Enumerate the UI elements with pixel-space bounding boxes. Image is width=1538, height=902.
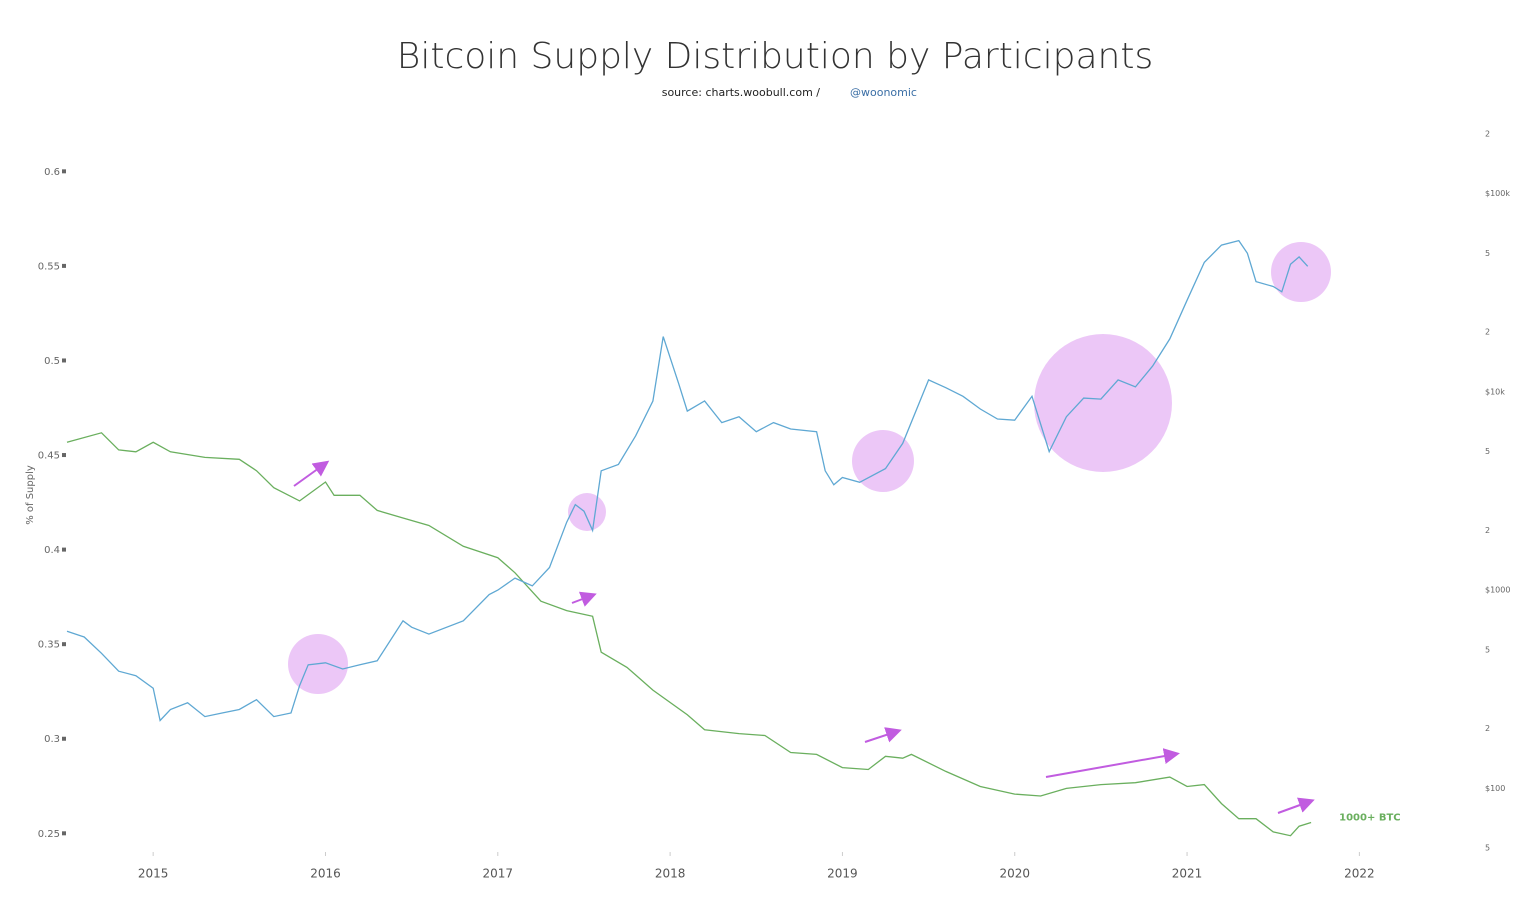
- y-tick: [62, 263, 66, 268]
- arrow: [1277, 797, 1315, 814]
- y-tick-label: 0.6: [44, 167, 60, 178]
- y2-tick-label: $100k: [1485, 189, 1510, 198]
- y-tick-label: 0.5: [44, 356, 60, 367]
- y2-tick-label: 5: [1485, 645, 1490, 654]
- subtitle-link[interactable]: @woonomic: [850, 86, 917, 99]
- arrows: [293, 460, 1315, 814]
- y-tick-label: 0.35: [38, 640, 60, 651]
- y2-tick-label: $10k: [1485, 387, 1505, 396]
- y2-tick-label: 2: [1485, 724, 1490, 733]
- y-tick-label: 0.4: [44, 545, 60, 556]
- y2-tick-label: 5: [1485, 844, 1490, 853]
- x-tick-label: 2020: [999, 867, 1030, 881]
- y2-tick-label: 5: [1485, 447, 1490, 456]
- highlights: [288, 242, 1331, 694]
- arrow: [864, 727, 902, 743]
- x-tick-label: 2019: [827, 867, 858, 881]
- x-tick-label: 2018: [655, 867, 686, 881]
- chart-title: Bitcoin Supply Distribution by Participa…: [397, 36, 1153, 77]
- highlight-circle: [1034, 334, 1172, 472]
- y-tick: [62, 736, 66, 741]
- y-tick-label: 0.25: [38, 829, 60, 840]
- y2-tick-label: $100: [1485, 784, 1505, 793]
- y2-tick-label: 2: [1485, 526, 1490, 535]
- chart-subtitle: source: charts.woobull.com /: [662, 86, 821, 99]
- y-tick-label: 0.55: [38, 261, 60, 272]
- y-axis-label: % of Supply: [25, 465, 36, 525]
- y-tick: [62, 547, 66, 552]
- arrow: [293, 460, 330, 487]
- y-tick-label: 0.3: [44, 734, 60, 745]
- x-tick-label: 2017: [483, 867, 514, 881]
- y-tick: [62, 831, 66, 836]
- x-tick-label: 2021: [1172, 867, 1203, 881]
- y-tick: [62, 169, 66, 174]
- y-tick: [62, 358, 66, 363]
- y2-tick-label: 2: [1485, 328, 1490, 337]
- highlight-circle: [568, 493, 606, 531]
- series-line: [66, 432, 1312, 837]
- series-label: 1000+ BTC: [1339, 812, 1400, 823]
- y2-tick-label: $1000: [1485, 586, 1510, 595]
- highlight-circle: [1271, 242, 1331, 302]
- highlight-circle: [852, 430, 914, 492]
- arrow: [1045, 748, 1180, 778]
- x-tick-label: 2016: [310, 867, 341, 881]
- y2-tick-label: 5: [1485, 249, 1490, 258]
- series-line: [66, 239, 1309, 722]
- y2-tick-label: 2: [1485, 130, 1490, 139]
- x-tick-label: 2022: [1344, 867, 1375, 881]
- y-tick-label: 0.45: [38, 451, 60, 462]
- arrow: [571, 591, 597, 607]
- y-tick: [62, 453, 66, 458]
- y-tick: [62, 642, 66, 647]
- x-tick-label: 2015: [138, 867, 169, 881]
